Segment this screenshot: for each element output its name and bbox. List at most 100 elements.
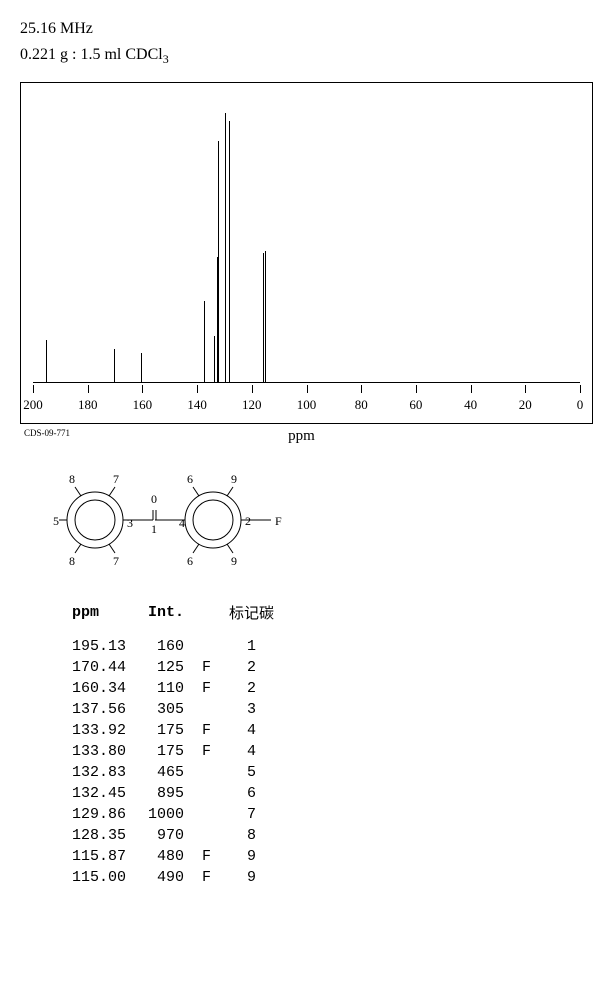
table-row: 195.13160 1 [62,637,284,656]
sample-label: 0.221 g : 1.5 ml CDCl3 [20,46,593,67]
table-row: 132.834655 [62,763,284,782]
spectrum-peak [114,349,115,383]
col-int: Int. [138,602,194,635]
cell-assign: 4 [219,742,284,761]
x-tick-label: 60 [409,397,422,413]
svg-text:2: 2 [245,514,251,528]
spectrum-baseline [33,382,580,383]
x-tick [142,385,143,393]
cell-ppm: 160.34 [62,679,136,698]
nmr-spectrum-chart: 200180160140120100806040200 [20,82,593,424]
spectrum-peak [218,141,219,383]
cell-flag: F [196,742,217,761]
table-row: 160.34110F2 [62,679,284,698]
x-tick [252,385,253,393]
cell-ppm: 195.13 [62,637,136,656]
spectrum-peak [263,253,264,383]
x-tick [307,385,308,393]
cell-int: 125 [138,658,194,677]
cell-assign: 8 [219,826,284,845]
svg-text:8: 8 [69,554,75,568]
x-tick-label: 140 [187,397,207,413]
cell-ppm: 129.86 [62,805,136,824]
x-tick-label: 20 [519,397,532,413]
spectrum-peak [229,121,230,383]
x-tick-label: 100 [297,397,317,413]
x-tick [197,385,198,393]
cell-assign: 4 [219,721,284,740]
col-assign: 标记碳 [219,602,284,635]
cell-int: 305 [138,700,194,719]
table-row: 137.563053 [62,700,284,719]
spectrum-peak [46,340,47,383]
cell-flag: F [196,679,217,698]
cell-assign: 6 [219,784,284,803]
cell-ppm: 132.45 [62,784,136,803]
table-row: 115.87480F9 [62,847,284,866]
cell-flag: F [196,658,217,677]
cell-int: 465 [138,763,194,782]
cell-assign: 1 [219,637,284,656]
svg-text:9: 9 [231,472,237,486]
spectrum-peak [214,336,215,383]
cell-flag: F [196,868,217,887]
cell-flag: F [196,847,217,866]
cell-int: 480 [138,847,194,866]
cell-flag: F [196,721,217,740]
svg-text:9: 9 [231,554,237,568]
svg-text:F: F [275,514,282,528]
cell-assign: 2 [219,658,284,677]
molecular-structure-diagram: 5 8 7 8 7 3 1 0 4 6 9 6 9 2 F [45,465,593,580]
cell-int: 490 [138,868,194,887]
cell-int: 970 [138,826,194,845]
svg-text:4: 4 [179,516,185,530]
table-row: 115.00490F9 [62,868,284,887]
cell-int: 175 [138,742,194,761]
x-tick [580,385,581,393]
cell-int: 895 [138,784,194,803]
cell-flag [196,763,217,782]
table-header-row: ppm Int. 标记碳 [62,602,284,635]
spectrum-peak [204,301,205,383]
svg-text:7: 7 [113,554,119,568]
x-tick-label: 120 [242,397,262,413]
x-axis-label: ppm [70,428,533,445]
cell-ppm: 115.00 [62,868,136,887]
x-tick [33,385,34,393]
spectrum-peak [265,251,266,384]
svg-text:6: 6 [187,554,193,568]
x-tick [416,385,417,393]
x-tick-label: 180 [78,397,98,413]
x-tick-label: 200 [23,397,43,413]
cell-flag [196,805,217,824]
source-id-label: CDS-09-771 [24,428,70,445]
cell-assign: 7 [219,805,284,824]
svg-text:3: 3 [127,516,133,530]
cell-flag [196,784,217,803]
cell-ppm: 133.92 [62,721,136,740]
svg-text:0: 0 [151,492,157,506]
cell-int: 160 [138,637,194,656]
x-tick [471,385,472,393]
svg-text:6: 6 [187,472,193,486]
peak-table: ppm Int. 标记碳 195.131601170.44125F2160.34… [60,600,286,889]
table-row: 129.861000 7 [62,805,284,824]
x-tick [88,385,89,393]
table-row: 128.359708 [62,826,284,845]
cell-int: 175 [138,721,194,740]
cell-assign: 2 [219,679,284,698]
cell-flag [196,826,217,845]
cell-ppm: 170.44 [62,658,136,677]
x-tick-label: 40 [464,397,477,413]
table-row: 132.45895 6 [62,784,284,803]
x-tick-label: 0 [577,397,584,413]
cell-ppm: 133.80 [62,742,136,761]
cell-int: 1000 [138,805,194,824]
cell-ppm: 115.87 [62,847,136,866]
svg-text:8: 8 [69,472,75,486]
table-row: 170.44125F2 [62,658,284,677]
cell-assign: 9 [219,868,284,887]
x-tick-label: 160 [133,397,153,413]
svg-text:5: 5 [53,514,59,528]
cell-flag [196,700,217,719]
